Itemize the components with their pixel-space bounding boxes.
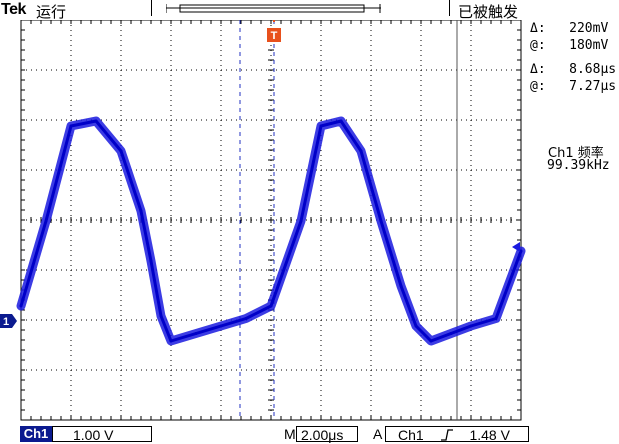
trace-point bbox=[319, 124, 323, 128]
trace-point bbox=[429, 339, 433, 343]
acquisition-status: 运行 bbox=[36, 3, 67, 21]
trace-point bbox=[359, 149, 363, 153]
trace-point bbox=[194, 332, 198, 335]
trace-point bbox=[169, 339, 173, 343]
trigger-mode: A bbox=[373, 426, 383, 442]
trigger-level: 1.48 V bbox=[469, 427, 510, 443]
trace-point bbox=[119, 149, 123, 153]
trace-point bbox=[269, 304, 273, 308]
trace-point bbox=[399, 284, 403, 288]
divider bbox=[151, 0, 152, 16]
graticule bbox=[20, 19, 522, 421]
trace-point bbox=[469, 324, 473, 328]
trace-point bbox=[519, 249, 523, 253]
trigger-marker-label: T bbox=[271, 30, 278, 42]
trace-point bbox=[414, 324, 418, 328]
trace-point bbox=[69, 124, 73, 128]
trigger-position-icon[interactable]: T bbox=[267, 28, 281, 42]
channel-marker-label: 1 bbox=[3, 316, 9, 328]
frequency-value: 99.39kHz bbox=[547, 158, 610, 173]
trace-point bbox=[94, 119, 98, 123]
trace-point bbox=[219, 324, 223, 328]
channel-indicator[interactable]: Ch1 bbox=[20, 426, 52, 442]
volts-per-div[interactable]: 1.00 V bbox=[52, 426, 152, 443]
timebase-prefix: M bbox=[284, 426, 296, 442]
frequency-label: Ch1 频率 bbox=[548, 146, 604, 161]
trigger-source: Ch1 bbox=[398, 427, 424, 443]
trace-point bbox=[299, 219, 303, 223]
trace-point bbox=[494, 317, 498, 320]
trace-point bbox=[379, 219, 383, 223]
trace-point bbox=[159, 314, 163, 318]
cursor-at-voltage: @: 180mV bbox=[530, 38, 609, 53]
brand-logo: Tek bbox=[1, 1, 26, 18]
timebase-value[interactable]: 2.00μs bbox=[296, 426, 358, 443]
rising-edge-icon bbox=[440, 429, 453, 441]
trace-point bbox=[244, 317, 248, 320]
bottom-status-bar: Ch1 1.00 V M 2.00μs A Ch1 1.48 V bbox=[0, 424, 619, 444]
trigger-status: 已被触发 bbox=[458, 3, 519, 21]
trace-point bbox=[339, 119, 343, 123]
trace-point bbox=[449, 332, 453, 335]
trace-point bbox=[149, 259, 153, 263]
cursor-delta-time: Δ: 8.68μs bbox=[530, 62, 617, 77]
waveform-trace bbox=[16, 116, 526, 346]
trigger-settings[interactable]: Ch1 1.48 V bbox=[385, 426, 529, 443]
channel1-ground-marker-icon[interactable]: 1 bbox=[0, 314, 17, 328]
divider bbox=[449, 0, 450, 16]
trace-point bbox=[139, 209, 143, 213]
trigger-level-arrow-icon bbox=[512, 242, 520, 252]
trace-point bbox=[19, 304, 23, 308]
top-status-bar: Tek 运行 已被触发 bbox=[0, 0, 619, 21]
record-length-bar bbox=[166, 4, 381, 13]
trace-point bbox=[44, 219, 48, 223]
cursor-delta-voltage: Δ: 220mV bbox=[530, 21, 609, 36]
cursor-at-time: @: 7.27μs bbox=[530, 79, 617, 94]
